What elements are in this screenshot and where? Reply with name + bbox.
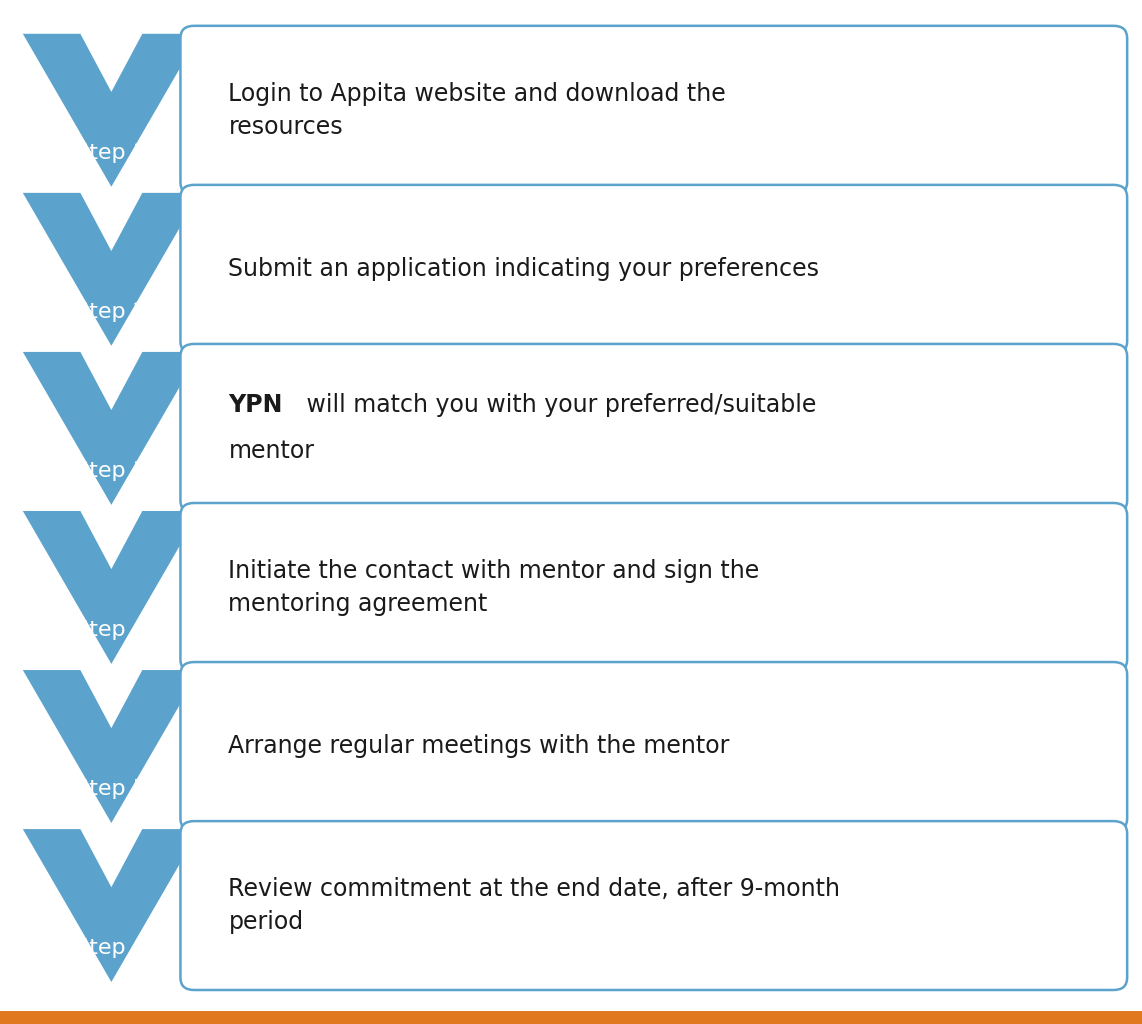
Text: Step 2: Step 2 xyxy=(75,302,147,323)
Polygon shape xyxy=(23,829,200,982)
Polygon shape xyxy=(23,34,200,186)
FancyBboxPatch shape xyxy=(180,344,1127,513)
FancyBboxPatch shape xyxy=(180,26,1127,195)
Polygon shape xyxy=(23,193,200,346)
Text: Initiate the contact with mentor and sign the
mentoring agreement: Initiate the contact with mentor and sig… xyxy=(228,559,759,616)
Text: Step 5: Step 5 xyxy=(75,779,147,800)
Polygon shape xyxy=(23,670,200,823)
Text: Step 1: Step 1 xyxy=(75,143,147,163)
FancyBboxPatch shape xyxy=(180,821,1127,990)
Text: Step 4: Step 4 xyxy=(75,621,147,640)
Text: YPN: YPN xyxy=(228,393,283,418)
Text: Arrange regular meetings with the mentor: Arrange regular meetings with the mentor xyxy=(228,734,730,759)
FancyBboxPatch shape xyxy=(180,503,1127,672)
FancyBboxPatch shape xyxy=(180,185,1127,353)
Polygon shape xyxy=(23,352,200,505)
Text: will match you with your preferred/suitable: will match you with your preferred/suita… xyxy=(298,393,815,418)
Text: Step 6: Step 6 xyxy=(75,938,147,958)
Text: Login to Appita website and download the
resources: Login to Appita website and download the… xyxy=(228,82,726,139)
Bar xyxy=(0,1011,1142,1024)
Text: Step 3: Step 3 xyxy=(75,461,147,481)
Text: mentor: mentor xyxy=(228,439,314,464)
Polygon shape xyxy=(23,511,200,664)
Text: Review commitment at the end date, after 9-month
period: Review commitment at the end date, after… xyxy=(228,877,841,934)
Text: Submit an application indicating your preferences: Submit an application indicating your pr… xyxy=(228,257,820,282)
FancyBboxPatch shape xyxy=(180,663,1127,830)
